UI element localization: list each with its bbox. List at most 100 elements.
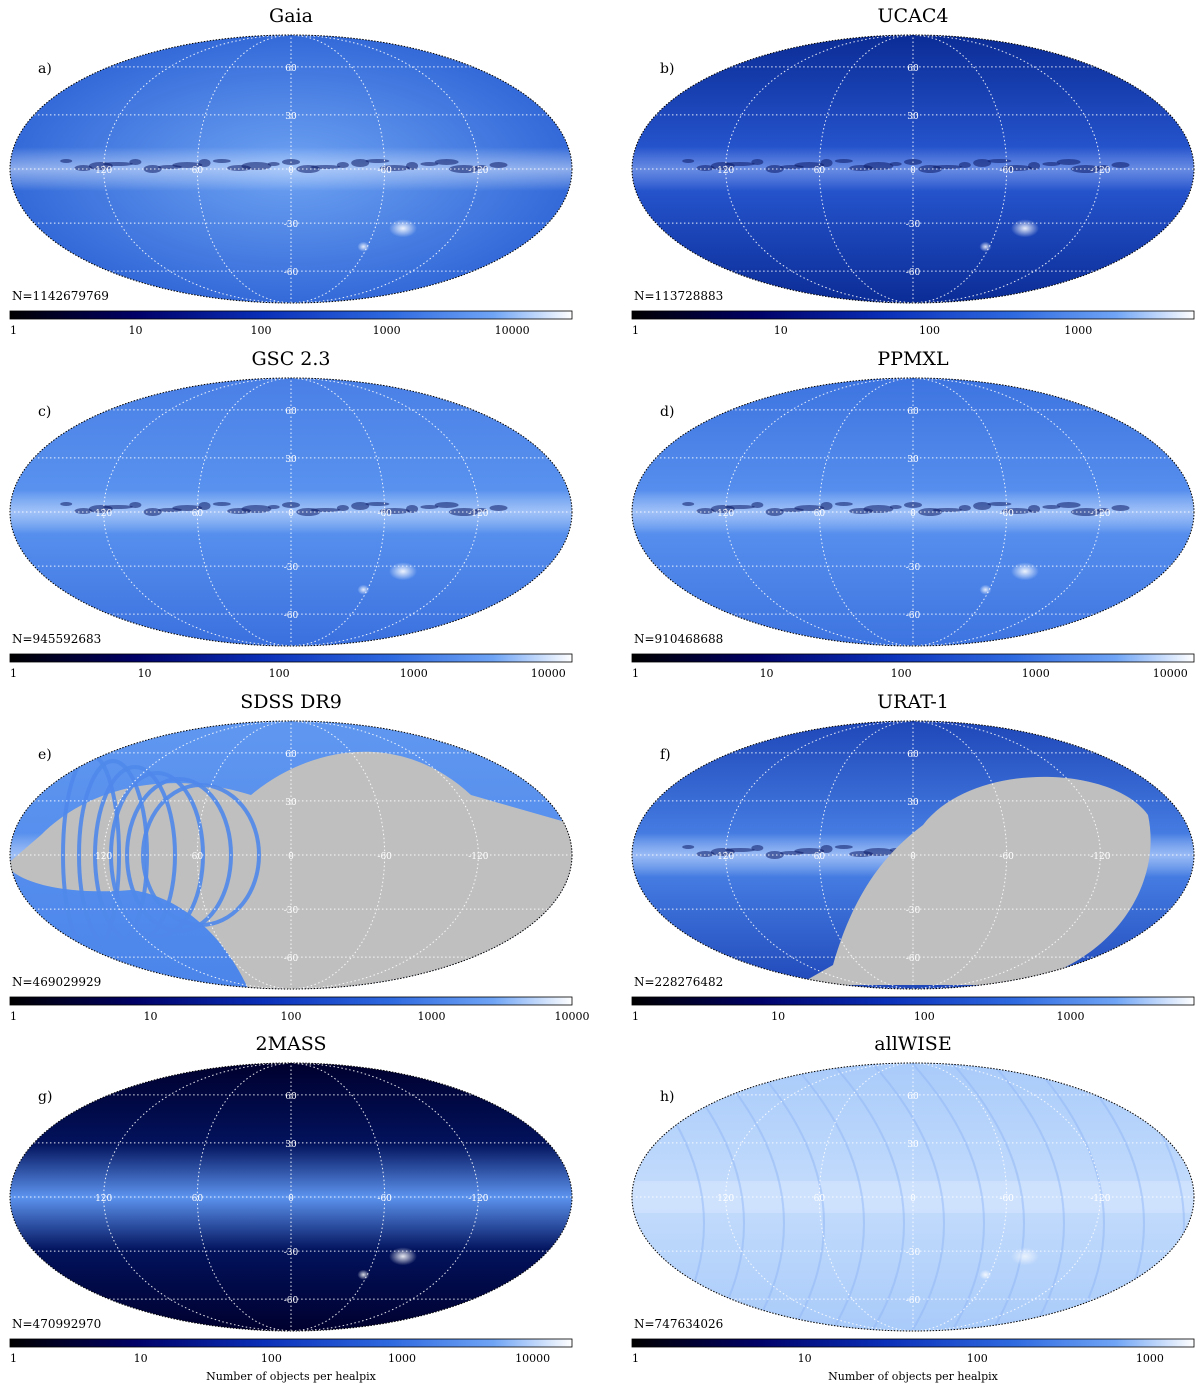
dust-lane [310,508,341,512]
colorbar-tick-label: 1 [10,324,17,337]
longitude-line [290,377,386,647]
dust-lane [198,502,211,510]
dust-lane [834,845,853,849]
longitude-label: 60 [192,509,204,519]
colorbar-tick-label: 1000 [1056,1010,1084,1023]
longitude-line [912,720,1101,990]
longitude-line [912,720,1008,990]
latitude-label: -30 [906,220,921,230]
longitude-line [818,720,914,990]
colorbar-tick-label: 10000 [515,1352,550,1365]
dust-lane [1056,159,1081,165]
panel-letter: f) [660,747,671,763]
longitude-line [196,720,292,990]
dust-lane [932,508,963,512]
graticule [632,34,1194,304]
longitude-label: 0 [288,509,294,519]
object-count: N=113728883 [634,289,723,303]
colorbar-tick-label: 1 [10,1010,17,1023]
longitude-label: 60 [192,852,204,862]
colorbar-tick-label: 1000 [1136,1352,1164,1365]
dust-lane [212,159,231,163]
panel-title: Gaia [269,5,313,27]
colorbar-tick-label: 1 [632,324,639,337]
dust-lane [143,508,162,516]
colorbar [9,996,573,1006]
colorbar-tick-label: 100 [919,324,940,337]
dust-lane [60,159,73,163]
panel-title: PPMXL [877,348,949,370]
scan-stripe [911,1063,985,1331]
longitude-label: -120 [1090,509,1110,519]
dust-lane [448,508,479,516]
dust-lane [863,505,894,513]
panel-h: allWISE h) 60 30 -30 -60 120 60 0 -60 -120 N=747634… [631,1033,1195,1383]
dust-lane [172,162,203,168]
longitude-label: 120 [717,166,734,176]
colorbar [631,310,1195,320]
longitude-label: -60 [377,852,392,862]
dust-lane [834,502,853,506]
dust-lane [794,162,825,168]
colorbar-tick-label: 10 [760,667,774,680]
dust-lane [1042,505,1061,509]
latitude-label: 60 [285,407,297,417]
colorbar [9,310,573,320]
dust-lane [267,162,280,166]
graticule [10,34,572,304]
object-count: N=470992970 [12,1317,101,1331]
panel-b: UCAC4 b) 60 30 -30 -60 120 60 0 -60 -120 N=11372888… [631,5,1195,337]
colorbar-label: Number of objects per healpix [828,1370,998,1383]
latitude-label: -60 [284,1296,299,1306]
dust-lane [889,505,902,509]
longitude-label: 120 [95,1194,112,1204]
panel-f: URAT-1 f) 60 30 -30 -60 120 60 0 -60 -120 N=2282764… [631,691,1195,1023]
panel-title: allWISE [874,1033,951,1055]
latitude-label: 30 [285,798,297,808]
longitude-label: 120 [95,852,112,862]
panel-d: PPMXL d) 60 30 -30 -60 120 60 0 -60 -120 N=91046868… [631,348,1195,680]
colorbar-tick-label: 100 [967,1352,988,1365]
latitude-label: -60 [906,611,921,621]
longitude-line [290,720,386,990]
dust-lane [489,505,508,511]
longitude-label: 60 [192,166,204,176]
dust-lane [267,505,280,509]
longitude-label: 120 [95,166,112,176]
longitude-label: 120 [717,852,734,862]
longitude-line [912,34,1101,304]
dust-lane [143,165,162,173]
latitude-label: -60 [906,954,921,964]
latitude-label: -60 [906,268,921,278]
longitude-line [912,377,1008,647]
panel-title: GSC 2.3 [252,348,331,370]
dust-lane [725,162,756,166]
dust-lane [1056,502,1081,508]
dust-lane [794,505,825,511]
colorbar-tick-label: 1000 [1064,324,1092,337]
latitude-label: 60 [907,64,919,74]
panel-letter: c) [38,404,51,420]
colorbar [9,1338,573,1348]
longitude-label: 120 [95,509,112,519]
latitude-label: 30 [285,1140,297,1150]
dust-lane [1028,162,1041,170]
latitude-label: 60 [907,407,919,417]
object-count: N=945592683 [12,632,101,646]
colorbar-tick-label: 1 [632,667,639,680]
longitude-line [912,377,1101,647]
dust-lane [448,165,479,173]
panel-letter: d) [660,404,674,420]
longitude-line [725,377,914,647]
longitude-line [818,34,914,304]
dust-lane [172,505,203,511]
longitude-line [290,34,479,304]
lmc-blob [388,562,417,581]
colorbar-tick-label: 1000 [400,667,428,680]
colorbar-tick-label: 10 [138,667,152,680]
colorbar-tick-label: 1000 [388,1352,416,1365]
longitude-line [290,1062,479,1332]
dust-lane [129,502,142,508]
latitude-label: -60 [284,611,299,621]
map-boundary [631,34,1195,304]
